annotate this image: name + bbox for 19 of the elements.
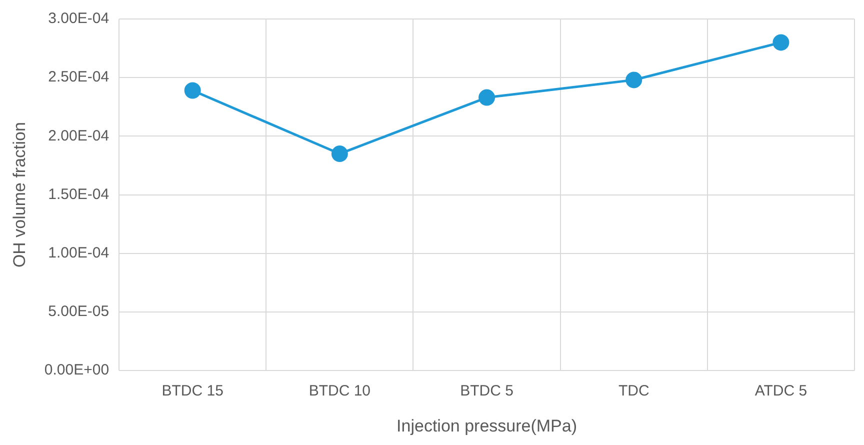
point xyxy=(772,34,790,51)
point xyxy=(478,89,496,106)
y-tick-label: 5.00E-05 xyxy=(48,303,110,320)
point xyxy=(626,72,642,88)
x-axis-title: Injection pressure(MPa) xyxy=(396,416,578,436)
x-tick-label: ATDC 5 xyxy=(754,382,808,400)
x-tick-label: BTDC 15 xyxy=(162,382,224,400)
y-axis-title: OH volume fraction xyxy=(10,122,29,268)
y-tick-label: 2.00E-04 xyxy=(48,127,110,144)
x-tick-label: BTDC 5 xyxy=(460,382,514,400)
point xyxy=(184,82,201,99)
y-tick-label: 0.00E+00 xyxy=(44,362,110,379)
y-tick-label: 1.00E-04 xyxy=(48,244,110,262)
x-tick-label: BTDC 10 xyxy=(308,382,371,400)
y-tick-label: 3.00E-04 xyxy=(48,10,110,28)
point xyxy=(331,146,348,162)
y-tick-label: 1.50E-04 xyxy=(48,186,110,203)
x-tick-label: TDC xyxy=(618,382,650,400)
y-tick-label: 2.50E-04 xyxy=(48,68,110,86)
